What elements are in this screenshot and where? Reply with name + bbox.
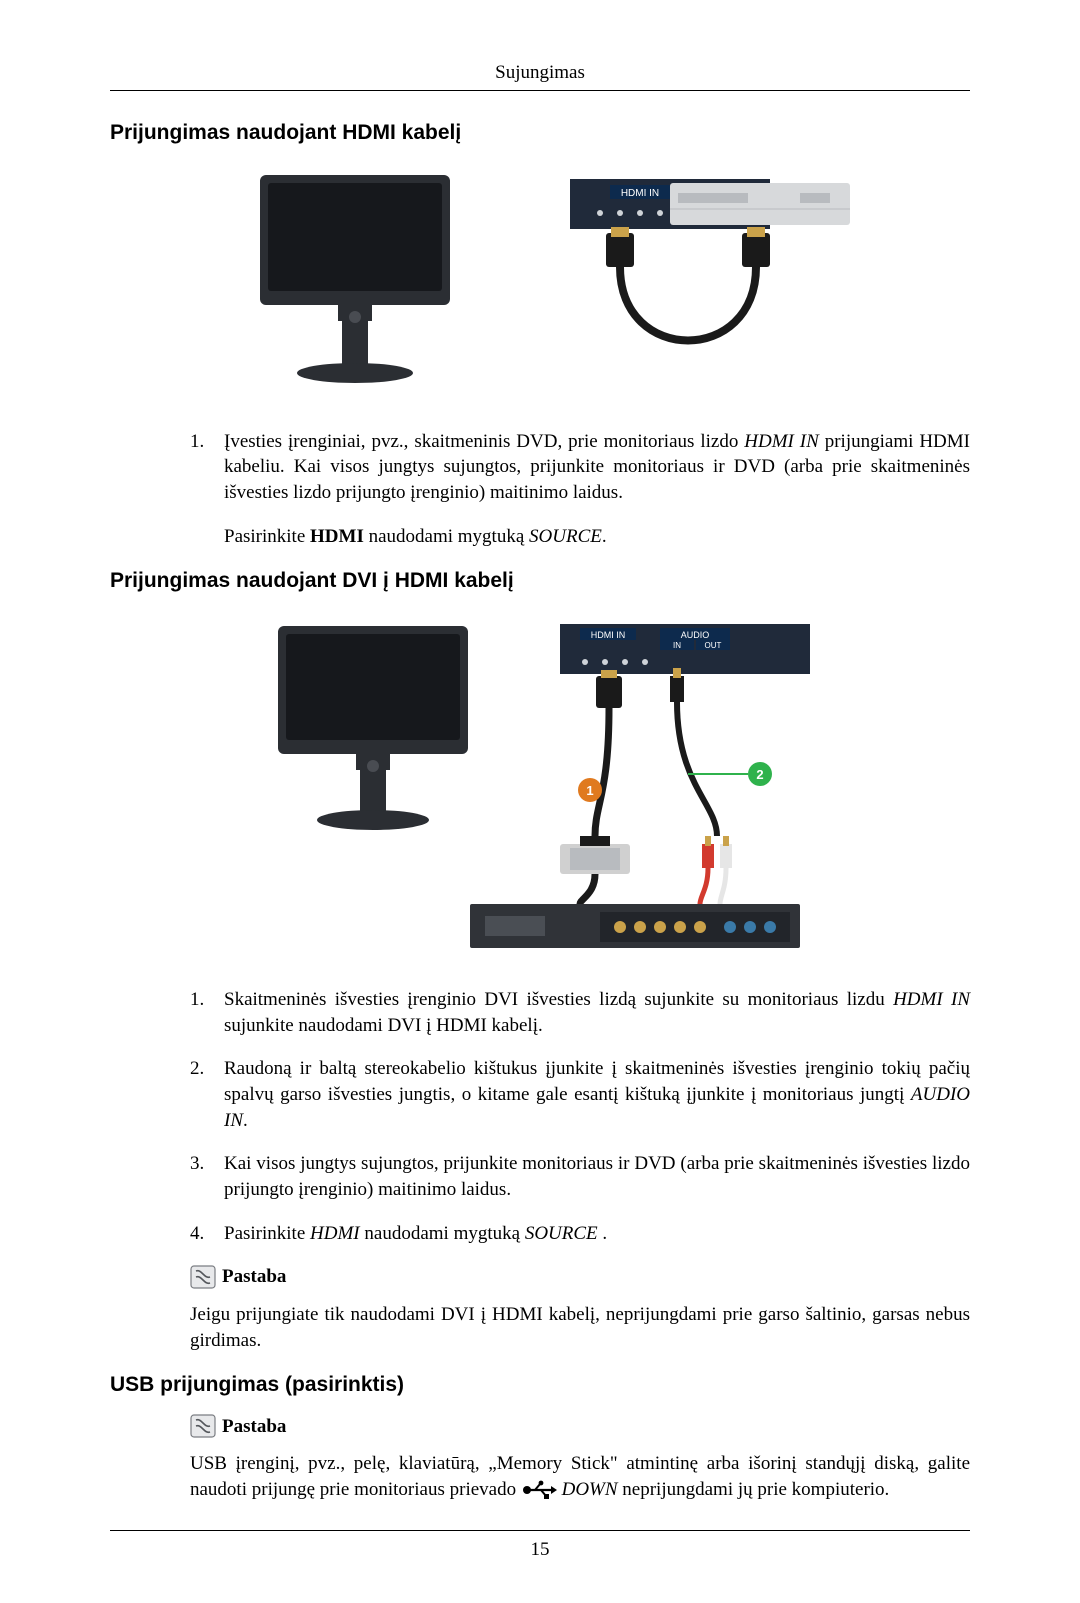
usb-content: Pastaba USB įrenginį, pvz., pelę, klavia… (190, 1414, 970, 1503)
section-usb-title: USB prijungimas (pasirinktis) (110, 1371, 970, 1399)
page-number: 15 (531, 1539, 550, 1560)
list-item: 4. Pasirinkite HDMI naudodami mygtuką SO… (190, 1221, 970, 1247)
list-item: 1. Įvesties įrenginiai, pvz., skaitmenin… (190, 429, 970, 506)
dvi-port-panel: HDMI IN AUDIO IN OUT (560, 624, 810, 674)
hdmi-connector-left (606, 227, 634, 267)
item-number: 4. (190, 1221, 224, 1247)
hdmi-content: 1. Įvesties įrenginiai, pvz., skaitmenin… (190, 429, 970, 550)
list-item: 1. Skaitmeninės išvesties įrenginio DVI … (190, 987, 970, 1038)
dvi-content: 1. Skaitmeninės išvesties įrenginio DVI … (190, 987, 970, 1353)
figure-hdmi: HDMI IN (110, 165, 970, 403)
list-item: 3. Kai visos jungtys sujungtos, prijunki… (190, 1151, 970, 1202)
item-text: Kai visos jungtys sujungtos, prijunkite … (224, 1151, 970, 1202)
monitor-icon (278, 626, 468, 830)
section-dvi-title: Prijungimas naudojant DVI į HDMI kabelį (110, 567, 970, 595)
usb-body: USB įrenginį, pvz., pelę, klaviatūrą, „M… (190, 1451, 970, 1502)
dvi-hdmi-cable (595, 708, 609, 836)
usb-icon (521, 1480, 557, 1500)
dvi-list: 1. Skaitmeninės išvesties įrenginio DVI … (190, 987, 970, 1246)
dvi-connector (560, 836, 630, 874)
item-number: 3. (190, 1151, 224, 1202)
list-item: 2. Raudoną ir baltą stereokabelio kištuk… (190, 1056, 970, 1133)
rca-connectors (702, 836, 732, 868)
hdmi-cable (620, 267, 756, 341)
item-number: 1. (190, 429, 224, 506)
svg-text:IN: IN (673, 641, 681, 650)
svg-text:AUDIO: AUDIO (681, 630, 710, 640)
page-header-text: Sujungimas (495, 62, 585, 83)
svg-text:1: 1 (586, 783, 593, 798)
figure-dvi: HDMI IN AUDIO IN OUT (110, 614, 970, 962)
item-text: Pasirinkite HDMI naudodami mygtuką SOURC… (224, 1221, 970, 1247)
note-icon (190, 1265, 216, 1289)
item-number: 2. (190, 1056, 224, 1133)
svg-text:HDMI IN: HDMI IN (621, 188, 659, 199)
audio-cable (677, 702, 717, 836)
item-number: 1. (190, 987, 224, 1038)
note-usb: Pastaba (190, 1414, 970, 1440)
note-icon (190, 1414, 216, 1438)
svg-text:2: 2 (756, 767, 763, 782)
item-text: Įvesties įrenginiai, pvz., skaitmeninis … (224, 429, 970, 506)
dvi-note-body: Jeigu prijungiate tik naudodami DVI į HD… (190, 1302, 970, 1353)
note-dvi: Pastaba (190, 1264, 970, 1290)
svg-text:HDMI IN: HDMI IN (591, 630, 626, 640)
dvd-device-icon (670, 183, 850, 225)
item-text: Raudoną ir baltą stereokabelio kištukus … (224, 1056, 970, 1133)
hdmi-list: 1. Įvesties įrenginiai, pvz., skaitmenin… (190, 429, 970, 506)
page-header: Sujungimas (110, 60, 970, 91)
av-device-icon (470, 904, 800, 948)
note-label: Pastaba (222, 1264, 286, 1290)
note-label: Pastaba (222, 1414, 286, 1440)
monitor-icon (260, 175, 450, 383)
callout-2-badge: 2 (748, 762, 772, 786)
callout-1-badge: 1 (578, 778, 602, 802)
svg-text:OUT: OUT (705, 641, 722, 650)
hdmi-plug (596, 670, 622, 708)
hdmi-connector-right (742, 227, 770, 267)
hdmi-after-text: Pasirinkite HDMI naudodami mygtuką SOURC… (224, 524, 970, 550)
section-hdmi-title: Prijungimas naudojant HDMI kabelį (110, 119, 970, 147)
item-text: Skaitmeninės išvesties įrenginio DVI išv… (224, 987, 970, 1038)
page-footer: 15 (110, 1530, 970, 1563)
